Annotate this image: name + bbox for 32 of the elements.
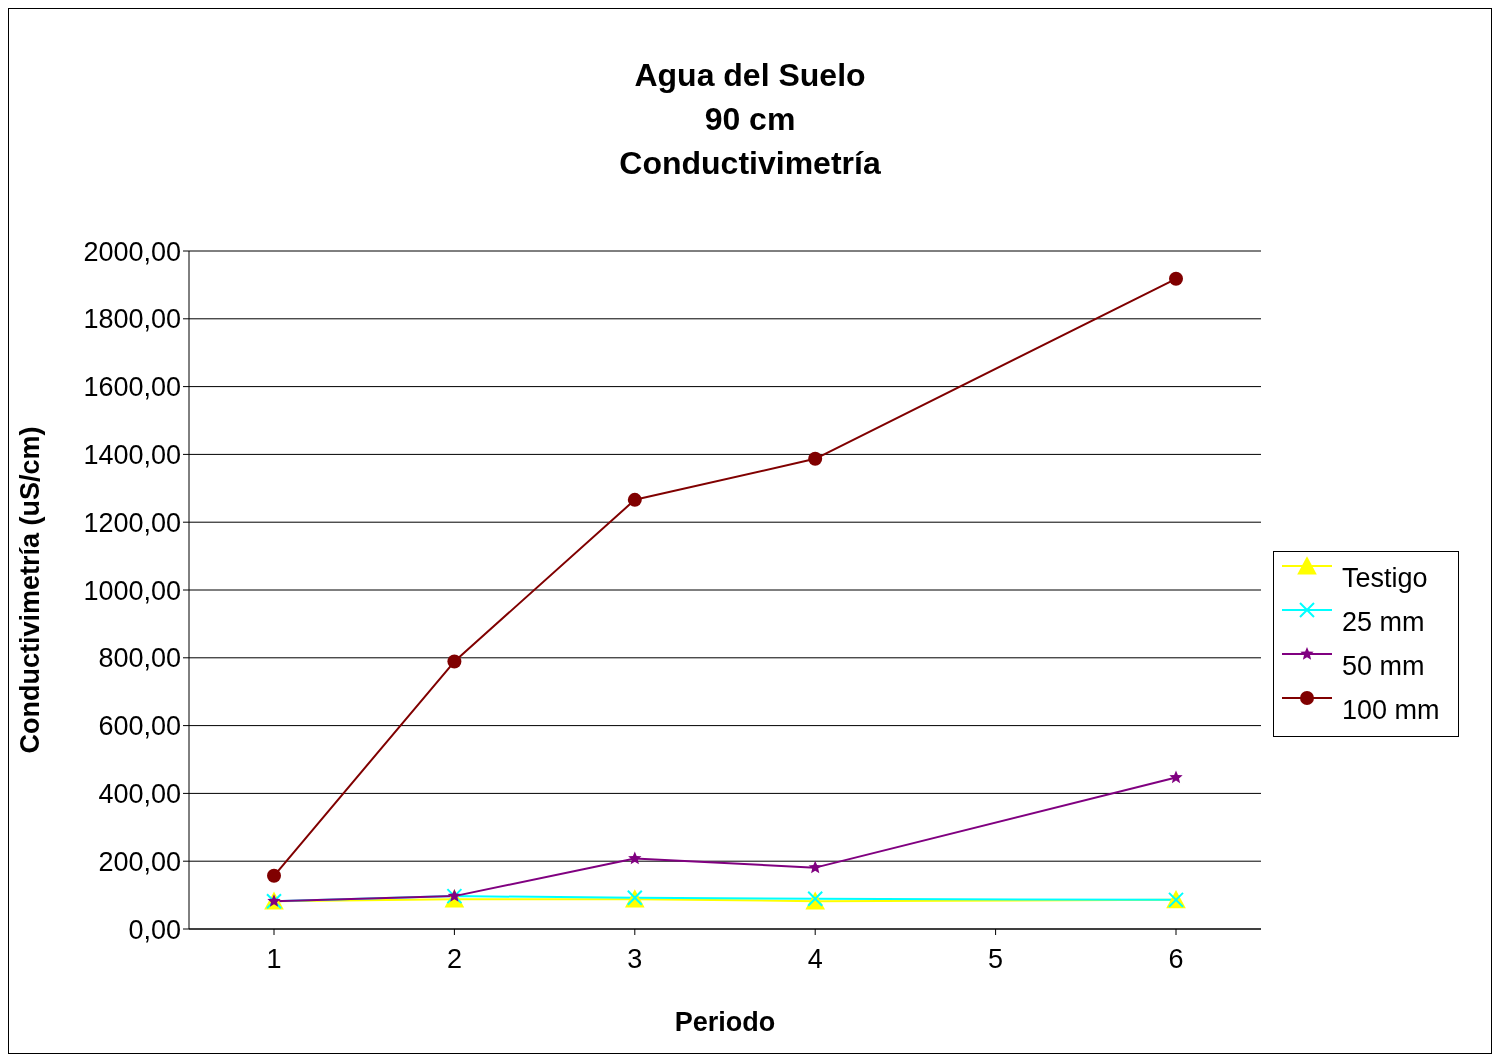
x-axis-title: Periodo: [674, 1007, 776, 1037]
x-tick-label: 6: [1168, 944, 1184, 975]
y-tick-label: 1600,00: [83, 372, 181, 403]
point: [1169, 271, 1183, 286]
y-tick-label: 1800,00: [83, 304, 181, 335]
x-tick-label: 5: [988, 944, 1004, 975]
y-tick-label: 1000,00: [83, 575, 181, 606]
point: [1169, 770, 1183, 784]
y-tick-label: 2000,00: [83, 236, 181, 267]
y-tick-label: 1200,00: [83, 507, 181, 538]
y-tick-label: 800,00: [98, 643, 181, 674]
x-tick-label: 1: [266, 944, 282, 975]
y-tick-label: 200,00: [98, 846, 181, 877]
point: [808, 860, 822, 874]
x-tick-label: 2: [446, 944, 462, 975]
point: [627, 492, 642, 507]
point: [267, 868, 281, 883]
x-tick-label: 3: [627, 944, 643, 975]
y-tick-label: 1400,00: [83, 439, 181, 470]
y-tick-label: 600,00: [98, 711, 181, 742]
x-tick-label: 4: [807, 944, 823, 975]
legend-label: 25 mm: [1342, 606, 1425, 638]
point: [628, 851, 642, 865]
y-tick-label: 400,00: [98, 778, 181, 809]
chart-title: Agua del Suelo 90 cm Conductivimetría: [618, 56, 882, 183]
legend-label: 50 mm: [1342, 650, 1425, 682]
y-tick-label: 0,00: [128, 914, 181, 945]
point: [808, 451, 823, 466]
legend-label: Testigo: [1342, 562, 1428, 594]
legend-label: 100 mm: [1342, 694, 1440, 726]
point: [447, 654, 462, 669]
y-axis-title: Conductivimetría (uS/cm): [14, 426, 45, 754]
